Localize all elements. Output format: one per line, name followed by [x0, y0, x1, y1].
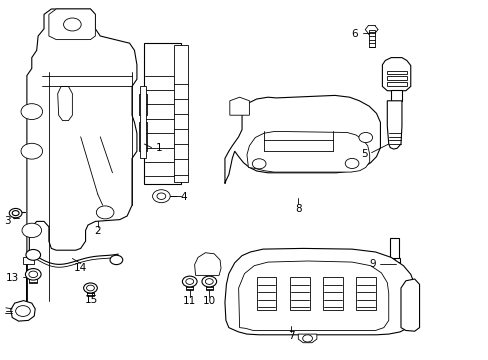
Bar: [289, 277, 309, 310]
Bar: [23, 257, 34, 264]
Bar: [323, 277, 342, 310]
Circle shape: [86, 285, 94, 291]
Circle shape: [16, 306, 30, 316]
Circle shape: [157, 193, 165, 199]
Circle shape: [185, 279, 193, 284]
Circle shape: [29, 271, 38, 278]
Bar: [140, 86, 145, 158]
Polygon shape: [224, 95, 380, 184]
Circle shape: [63, 18, 81, 31]
Text: 15: 15: [85, 295, 99, 305]
Text: 5: 5: [360, 149, 367, 159]
Text: 7: 7: [287, 331, 294, 341]
Polygon shape: [246, 131, 369, 172]
Circle shape: [22, 223, 41, 238]
Polygon shape: [400, 279, 419, 331]
Polygon shape: [27, 9, 137, 302]
Bar: [386, 71, 406, 74]
Circle shape: [182, 276, 197, 287]
Bar: [144, 43, 181, 184]
Circle shape: [358, 132, 372, 143]
Text: 13: 13: [6, 273, 20, 283]
Bar: [173, 45, 188, 182]
Polygon shape: [229, 97, 249, 115]
Circle shape: [110, 255, 122, 265]
Text: 3: 3: [4, 216, 11, 226]
Polygon shape: [298, 334, 316, 343]
Text: 6: 6: [350, 29, 357, 39]
Text: 11: 11: [183, 296, 196, 306]
Bar: [205, 281, 212, 290]
Bar: [389, 238, 398, 259]
Circle shape: [21, 104, 42, 120]
Bar: [356, 277, 375, 310]
Circle shape: [152, 190, 170, 203]
Text: 8: 8: [294, 204, 301, 214]
Circle shape: [96, 206, 114, 219]
Circle shape: [26, 249, 41, 260]
Polygon shape: [194, 253, 221, 275]
Bar: [368, 30, 374, 47]
Circle shape: [345, 158, 358, 168]
Circle shape: [83, 283, 97, 293]
Bar: [29, 274, 37, 283]
Text: 14: 14: [74, 263, 87, 273]
Text: 2: 2: [94, 226, 101, 236]
Text: 1: 1: [155, 143, 162, 153]
Circle shape: [21, 143, 42, 159]
Polygon shape: [386, 101, 401, 149]
Polygon shape: [49, 9, 95, 40]
Circle shape: [12, 211, 19, 216]
Circle shape: [302, 335, 312, 342]
Polygon shape: [238, 261, 388, 330]
Bar: [256, 277, 276, 310]
Circle shape: [202, 276, 216, 287]
Polygon shape: [224, 248, 416, 335]
Polygon shape: [382, 58, 410, 91]
Polygon shape: [58, 86, 72, 121]
Bar: [87, 287, 94, 296]
Text: 4: 4: [180, 192, 186, 202]
Bar: [386, 82, 406, 86]
Bar: [139, 122, 146, 151]
Bar: [390, 90, 401, 101]
Polygon shape: [11, 301, 35, 321]
Text: 9: 9: [368, 259, 375, 269]
Bar: [139, 94, 146, 115]
Bar: [386, 76, 406, 80]
Circle shape: [252, 159, 265, 169]
Text: 10: 10: [203, 296, 215, 306]
Circle shape: [205, 279, 213, 284]
Bar: [388, 258, 400, 272]
Circle shape: [9, 208, 22, 218]
Circle shape: [25, 269, 41, 280]
Bar: [186, 281, 193, 290]
